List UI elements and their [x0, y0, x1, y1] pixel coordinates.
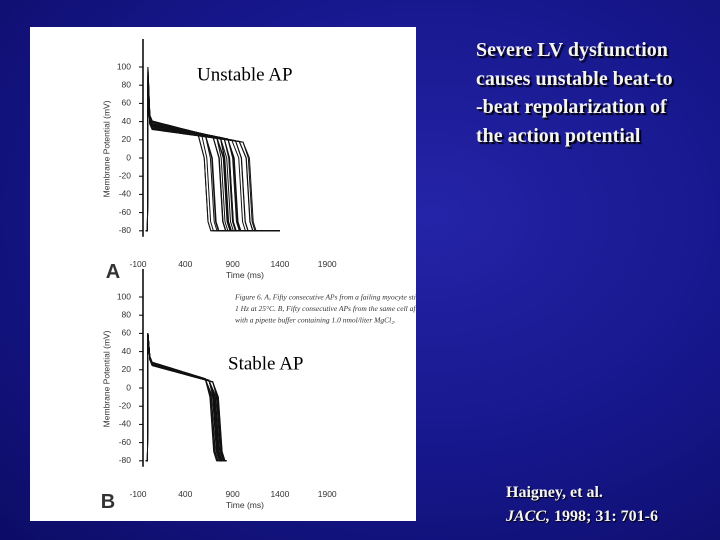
title-line: causes unstable beat-to [476, 67, 673, 90]
citation-authors: Haigney, et al. [506, 484, 603, 501]
trace [145, 85, 280, 232]
y-tick-label: -40 [119, 189, 132, 199]
y-tick-label: 100 [117, 291, 131, 301]
y-tick-label: 0 [126, 382, 131, 392]
x-tick-label: 400 [178, 489, 192, 499]
figure-background [30, 27, 416, 521]
panel-label: A [106, 261, 120, 283]
title-line: the action potential [476, 124, 641, 147]
caption-line: Figure 6. A, Fifty consecutive APs from … [234, 293, 416, 302]
x-tick-label: -100 [129, 259, 146, 269]
citation-source: JACC, 1998; 31: 701-6 [506, 505, 658, 529]
x-tick-label: 1900 [318, 489, 337, 499]
x-tick-label: 1400 [270, 259, 289, 269]
y-tick-label: 20 [122, 134, 132, 144]
y-tick-label: -60 [119, 437, 132, 447]
x-tick-label: 900 [226, 259, 240, 269]
y-tick-label: 40 [122, 116, 132, 126]
y-tick-label: 20 [122, 364, 132, 374]
y-tick-label: 60 [122, 98, 132, 108]
caption-line: 1 Hz at 25°C. B, Fifty consecutive APs f… [235, 304, 416, 313]
trace [145, 333, 224, 462]
x-tick-label: 400 [178, 259, 192, 269]
title-line: Severe LV dysfunction [476, 39, 668, 61]
y-axis-label: Membrane Potential (mV) [101, 330, 111, 427]
y-tick-label: 100 [117, 61, 131, 71]
y-tick-label: 60 [122, 328, 132, 338]
trace [145, 66, 280, 232]
y-tick-label: -20 [119, 170, 132, 180]
y-tick-label: -60 [119, 207, 132, 217]
x-tick-label: 900 [226, 489, 240, 499]
y-tick-label: -40 [119, 419, 132, 429]
panel-annotation: Stable AP [228, 353, 303, 374]
caption-line: with a pipette buffer containing 1.0 nmo… [235, 316, 396, 325]
traces [145, 66, 280, 232]
y-tick-label: 80 [122, 79, 132, 89]
y-tick-label: 0 [126, 152, 131, 162]
trace [145, 92, 280, 232]
y-tick-label: 80 [122, 309, 132, 319]
x-axis-label: Time (ms) [226, 270, 264, 280]
trace [145, 80, 280, 232]
slide-title: Severe LV dysfunction causes unstable be… [476, 36, 673, 150]
title-line: -beat repolarization of [476, 96, 667, 118]
y-axis-label: Membrane Potential (mV) [101, 100, 111, 197]
panel-label: B [101, 491, 115, 513]
x-tick-label: -100 [129, 489, 146, 499]
citation-details: 1998; 31: 701-6 [550, 508, 658, 525]
panel-annotation: Unstable AP [197, 64, 293, 85]
citation-journal: JACC, [506, 508, 551, 525]
traces [145, 333, 227, 462]
citation: Haigney, et al. JACC, 1998; 31: 701-6 [506, 481, 658, 529]
x-tick-label: 1400 [270, 489, 289, 499]
x-axis-label: Time (ms) [226, 500, 264, 510]
y-tick-label: -80 [119, 455, 132, 465]
y-tick-label: -20 [119, 400, 132, 410]
y-tick-label: 40 [122, 346, 132, 356]
y-tick-label: -80 [119, 225, 132, 235]
x-tick-label: 1900 [318, 259, 337, 269]
